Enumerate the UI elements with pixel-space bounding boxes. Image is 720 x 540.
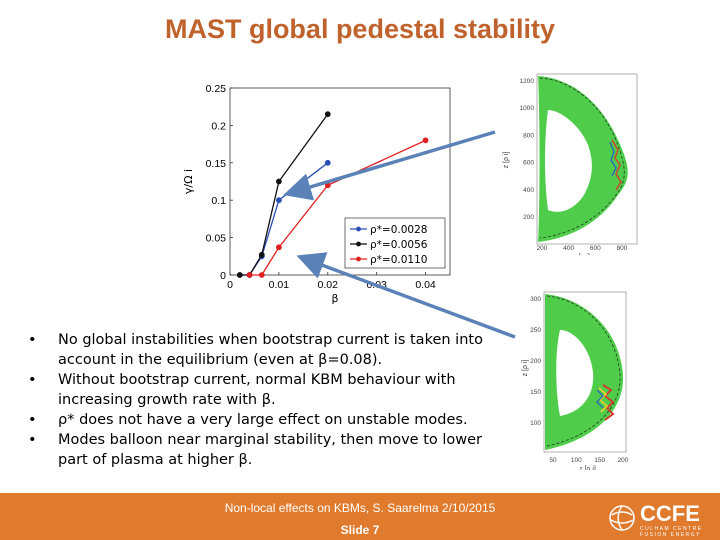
data-point [275, 244, 282, 251]
data-point [258, 272, 265, 278]
mode-plot-y-tick: 800 [523, 132, 534, 139]
bullet-item: • Modes balloon near marginal stability, … [28, 430, 498, 470]
mode-plot-y-tick: 200 [530, 358, 541, 365]
mode-plot-x-tick: 200 [537, 245, 548, 252]
bullet-list: • No global instabilities when bootstrap … [28, 330, 498, 470]
y-tick-label: 0.2 [211, 120, 226, 132]
data-point [236, 272, 243, 278]
data-point [324, 159, 331, 166]
mode-plot-y-tick: 100 [530, 420, 541, 427]
footer-bar: Non-local effects on KBMs, S. Saarelma 2… [0, 493, 720, 540]
y-tick-label: 0.1 [211, 195, 226, 207]
mode-plot-x-label: r [ρ i] [574, 254, 590, 255]
legend-entry: ρ*=0.0056 [370, 239, 428, 251]
separatrix-line [546, 295, 621, 447]
separatrix-line [539, 77, 625, 239]
mode-perturbation [609, 141, 617, 177]
bullet-marker: • [28, 332, 37, 348]
mode-plot-y-tick: 1200 [520, 78, 535, 85]
mode-plot-y-tick: 300 [530, 296, 541, 303]
mode-plot-y-tick: 150 [530, 389, 541, 396]
bullet-text: ρ* does not have a very large effect on … [58, 412, 468, 428]
legend-marker [356, 226, 361, 232]
mode-plot-x-label: r [ρ i] [580, 466, 596, 470]
mode-perturbation [611, 139, 622, 191]
data-point [422, 137, 429, 144]
data-point [275, 178, 282, 185]
mode-plot-y-label: z [ρ i] [522, 360, 529, 377]
mode-perturbation [598, 387, 609, 413]
legend-marker [356, 256, 361, 262]
mode-perturbation [596, 389, 604, 409]
data-point [324, 111, 331, 118]
y-tick-label: 0.25 [206, 83, 227, 95]
logo-globe-icon [609, 505, 635, 531]
y-tick-label: 0 [220, 270, 226, 282]
bullet-marker: • [28, 432, 37, 448]
legend-marker [356, 241, 361, 247]
plasma-cross-section [545, 294, 624, 450]
slide-number: Slide 7 [340, 523, 380, 537]
bullet-item: • No global instabilities when bootstrap … [28, 330, 498, 370]
data-point [258, 251, 265, 258]
bullet-text: Without bootstrap current, normal KBM be… [58, 372, 456, 408]
bullet-item: • Without bootstrap current, normal KBM b… [28, 370, 498, 410]
logo-text: CCFE [640, 501, 700, 526]
mode-plot-y-tick: 250 [530, 327, 541, 334]
mode-plot-x-tick: 400 [563, 245, 574, 252]
plasma-cross-section [538, 76, 628, 242]
mode-plot-y-tick: 600 [523, 160, 534, 167]
mode-structure-plot-top: 1200 1000 800 600 400 200 200 400 600 800 r [ρ i] z… [503, 73, 638, 255]
mode-plot-x-tick: 100 [571, 457, 582, 464]
mode-plot-y-label: z [ρ i] [503, 152, 510, 169]
bullet-marker: • [28, 372, 37, 388]
x-tick-label: 0.04 [415, 279, 436, 291]
data-point [324, 182, 331, 189]
y-tick-label: 0.05 [206, 233, 227, 245]
bullet-text: No global instabilities when bootstrap c… [58, 332, 483, 368]
bullet-text: Modes balloon near marginal stability, t… [58, 432, 482, 468]
mode-plot-x-tick: 150 [594, 457, 605, 464]
mode-plot-x-tick: 50 [549, 457, 557, 464]
slide-title: MAST global pedestal stability [164, 14, 556, 44]
ccfe-logo: CCFE CULHAM CENTRE FUSION ENERGY [608, 501, 708, 538]
mode-perturbation [602, 384, 615, 421]
y-tick-label: 0.15 [206, 158, 227, 170]
mode-plot-x-tick: 800 [617, 245, 628, 252]
logo-subtitle: CULHAM CENTRE FUSION ENERGY [640, 526, 703, 538]
footer-text: Non-local effects on KBMs, S. Saarelma 2… [224, 501, 496, 515]
x-tick-label: 0.02 [318, 279, 339, 291]
mode-plot-y-tick: 400 [523, 187, 534, 194]
legend-entry: ρ*=0.0028 [370, 224, 427, 236]
bullet-marker: • [28, 412, 37, 428]
mode-plot-y-tick: 1000 [520, 105, 535, 112]
mode-plot-y-tick: 200 [523, 214, 534, 221]
mode-plot-x-tick: 200 [618, 457, 629, 464]
x-tick-label: 0.03 [366, 279, 387, 291]
x-tick-label: 0.01 [269, 279, 290, 291]
x-tick-label: 0 [227, 279, 233, 291]
x-axis-label: β [331, 292, 338, 305]
mode-plot-x-tick: 600 [590, 245, 601, 252]
data-point [246, 272, 253, 278]
y-axis-label: γ/Ω i [182, 169, 195, 194]
bullet-item: • ρ* does not have a very large effect on… [28, 410, 498, 430]
legend-entry: ρ*=0.0110 [370, 254, 427, 266]
growth-rate-chart: 0 0.01 0.02 0.03 0.04 0 0.05 0.1 0.15 0.2 0.25 β γ/Ω… [182, 83, 451, 305]
mode-structure-plot-bottom: 300 250 200 150 100 50 100 150 200 r [ρ i] z [ρ i] [522, 291, 629, 470]
data-point [275, 197, 282, 204]
